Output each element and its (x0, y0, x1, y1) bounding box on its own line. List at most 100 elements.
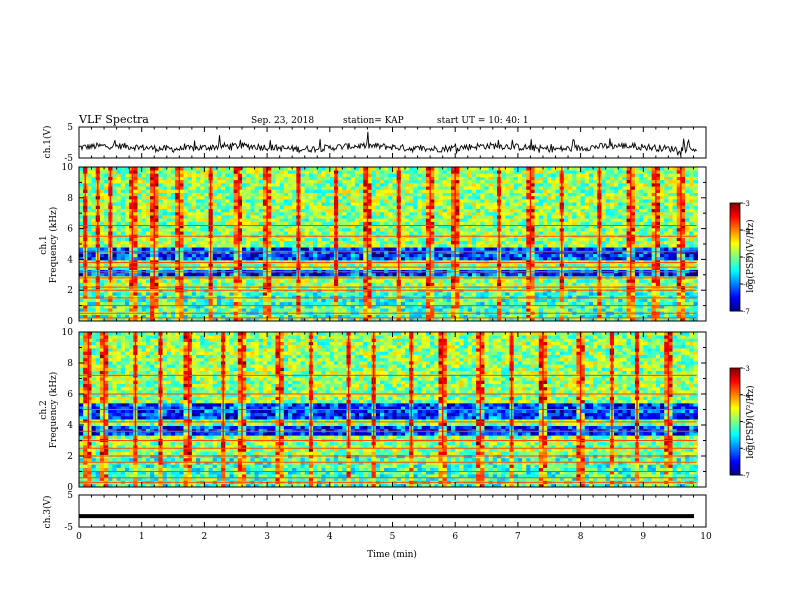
spectrogram-cell (258, 173, 264, 177)
spectrogram-cell (183, 167, 188, 171)
spectrogram-cell (225, 282, 230, 287)
spectrogram-cell (509, 202, 515, 206)
spectrogram-cell (484, 260, 489, 264)
spectrogram-cell (87, 282, 92, 287)
spectrogram-cell (179, 221, 184, 226)
spectrogram-cell (120, 292, 126, 296)
spectrogram-cell (150, 205, 155, 210)
spectrogram-cell (258, 317, 264, 322)
spectrogram-cell (200, 244, 205, 248)
spectrogram-cell (421, 195, 427, 200)
spectrogram-cell (304, 199, 310, 203)
spectrogram-cell (325, 224, 331, 229)
spectrogram-cell (104, 202, 109, 206)
spectrogram-cell (388, 292, 393, 296)
spectrogram-cell (221, 205, 226, 210)
spectrogram-cell (388, 183, 393, 187)
spectrogram-cell (83, 292, 88, 296)
spectrogram-cell (434, 218, 439, 222)
spectrogram-cell (216, 292, 222, 296)
spectrogram-cell (133, 253, 138, 258)
spectrogram-cell (509, 218, 515, 222)
spectrogram-cell (191, 247, 197, 251)
spectrogram-cell (480, 260, 485, 264)
spectrogram-cell (371, 208, 377, 213)
spectrogram-cell (313, 314, 318, 319)
spectrogram-cell (442, 221, 448, 226)
spectrogram-cell (388, 186, 393, 190)
spectrogram-cell (91, 237, 97, 242)
spectrogram-cell (158, 317, 163, 322)
spectrogram-cell (442, 272, 448, 277)
spectrogram-cell (99, 208, 105, 213)
spectrogram-cell (304, 237, 310, 242)
spectrogram-cell (446, 167, 452, 171)
spectrogram-cell (484, 179, 489, 184)
spectrogram-cell (317, 202, 322, 206)
spectrogram-cell (313, 224, 318, 229)
spectrogram-cell (421, 224, 427, 229)
spectrogram-cell (283, 218, 289, 222)
spectrogram-cell (350, 218, 356, 222)
spectrogram-cell (313, 173, 318, 177)
spectrogram-cell (505, 199, 510, 203)
spectrogram-cell (225, 192, 230, 197)
spectrogram-cell (258, 308, 264, 312)
spectrogram-cell (400, 244, 406, 248)
spectrogram-cell (354, 179, 360, 184)
spectrogram-cell (250, 195, 255, 200)
spectrogram-cell (396, 304, 402, 309)
spectrogram-cell (145, 211, 151, 216)
spectrogram-cell (166, 279, 172, 283)
spectrogram-cell (492, 170, 498, 174)
spectrogram-cell (505, 231, 510, 235)
spectrogram-cell (313, 218, 318, 222)
spectrogram-cell (442, 301, 448, 306)
spectrogram-cell (250, 192, 255, 197)
spectrogram-cell (488, 260, 494, 264)
spectrogram-cell (467, 186, 473, 190)
spectrogram-cell (463, 227, 469, 232)
spectrogram-cell (196, 253, 201, 258)
spectrogram-cell (488, 292, 494, 296)
spectrogram-cell (455, 292, 460, 296)
spectrogram-cell (417, 308, 423, 312)
spectrogram-cell (350, 183, 356, 187)
spectrogram-cell (363, 314, 368, 319)
spectrogram-cell (354, 183, 360, 187)
spectrogram-cell (292, 202, 297, 206)
spectrogram-cell (350, 189, 356, 193)
spectrogram-cell (262, 237, 268, 242)
spectrogram-cell (221, 186, 226, 190)
spectrogram-cell (325, 192, 331, 197)
spectrogram-cell (338, 260, 343, 264)
spectrogram-cell (204, 205, 209, 210)
spectrogram-cell (158, 192, 163, 197)
spectrogram-cell (262, 256, 268, 261)
spectrogram-cell (292, 179, 297, 184)
spectrogram-cell (154, 202, 159, 206)
spectrogram-cell (183, 195, 188, 200)
spectrogram-cell (413, 202, 418, 206)
spectrogram-cell (308, 195, 314, 200)
spectrogram-cell (254, 202, 260, 206)
spectrogram-cell (158, 256, 163, 261)
spectrogram-cell (446, 170, 452, 174)
spectrogram-cell (434, 279, 439, 283)
spectrogram-cell (313, 215, 318, 219)
spectrogram-cell (242, 304, 247, 309)
spectrogram-cell (359, 186, 364, 190)
spectrogram-cell (434, 253, 439, 258)
spectrogram-cell (363, 176, 368, 181)
spectrogram-cell (250, 227, 255, 232)
spectrogram-cell (99, 215, 105, 219)
spectrogram-cell (250, 244, 255, 248)
spectrogram-cell (434, 167, 439, 171)
spectrogram-cell (216, 263, 222, 267)
spectrogram-cell (279, 170, 285, 174)
spectrogram-cell (271, 247, 276, 251)
spectrogram-cell (438, 195, 443, 200)
spectrogram-cell (338, 244, 343, 248)
spectrogram-cell (137, 199, 142, 203)
spectrogram-cell (112, 279, 117, 283)
